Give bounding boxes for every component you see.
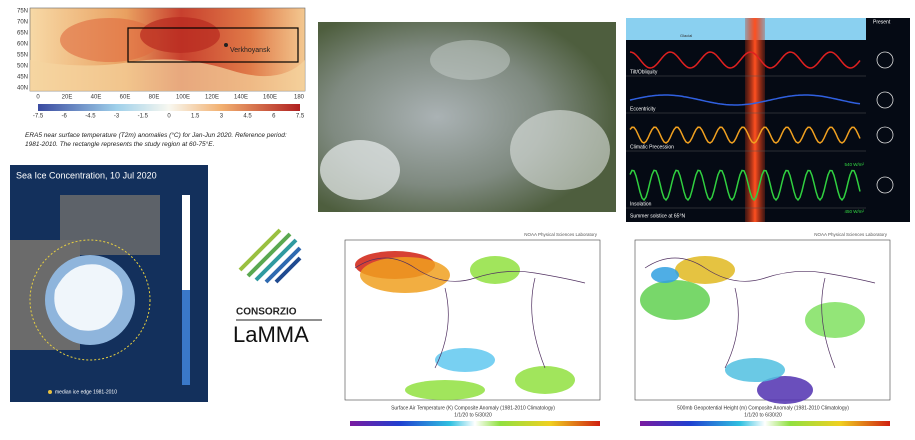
lon-label: 0: [36, 95, 40, 101]
row-label: Eccentricity: [630, 106, 656, 112]
sea-ice: [54, 264, 123, 331]
milankovitch-panel: Present Glacial Tilt/Obliquity Eccentrici…: [626, 18, 910, 222]
map-title: Surface Air Temperature (K) Composite An…: [391, 405, 555, 411]
insolation-note: Summer solstice at 65°N: [630, 213, 685, 219]
colorbar-label: -7.5: [33, 114, 44, 120]
place-label: Verkhoyansk: [230, 47, 271, 54]
lon-label: 40E: [91, 95, 102, 101]
sea-ice-panel: Sea Ice Concentration, 10 Jul 2020 media…: [10, 165, 208, 402]
lon-label: 100E: [176, 95, 190, 101]
row-label: Tilt/Obliquity: [630, 69, 658, 75]
anomaly-region: [405, 380, 485, 400]
colorbar-label: -3: [114, 114, 120, 120]
satellite-image: [318, 22, 616, 212]
caption-line: ERA5 near surface temperature (T2m) anom…: [25, 131, 288, 139]
lat-label: 65N: [17, 31, 28, 37]
colorbar-label: 3: [220, 114, 224, 120]
map-title: 500mb Geopotential Height (m) Composite …: [677, 405, 849, 411]
lat-label: 40N: [17, 86, 28, 92]
orbit-icon: [876, 176, 894, 194]
land: [60, 195, 160, 255]
present-label: Present: [873, 19, 891, 25]
study-region: [127, 27, 299, 63]
lon-label: 160E: [263, 95, 277, 101]
colorbar-label: -4.5: [85, 114, 96, 120]
orbit-icon: [876, 91, 894, 109]
anomaly-region: [725, 358, 785, 382]
panel-title: Sea Ice Concentration, 10 Jul 2020: [16, 170, 157, 180]
colorbar-label: 1.5: [191, 114, 200, 120]
colorbar-label: -1.5: [138, 114, 149, 120]
cloud: [320, 140, 400, 200]
coastline: [644, 257, 876, 369]
colorbar-label: 6: [272, 114, 276, 120]
anomaly-region: [470, 256, 520, 284]
curve: [629, 126, 861, 144]
anomaly-region: [360, 257, 450, 293]
colorbar-label: 4.5: [243, 114, 252, 120]
caption-line: 1981-2010. The rectangle represents the …: [25, 140, 215, 148]
cloud: [430, 40, 510, 80]
anomaly-region: [651, 267, 679, 283]
lon-label: 60E: [120, 95, 131, 101]
lat-label: 60N: [17, 42, 28, 48]
curve: [629, 51, 861, 69]
lat-label: 75N: [17, 9, 28, 15]
anomaly-region: [640, 280, 710, 320]
colorbar: [350, 421, 600, 426]
anomaly-maps: NOAA Physical Sciences Laboratory Surface…: [344, 232, 891, 426]
panel-bg: [626, 18, 910, 222]
legend-marker: [48, 390, 52, 394]
lon-label: 80E: [149, 95, 160, 101]
scale-label: 540 W/m²: [844, 162, 864, 167]
anomaly-region: [805, 302, 865, 338]
anomaly: [140, 17, 220, 53]
place-marker: [224, 43, 228, 47]
curve: [629, 169, 861, 202]
colorbar: [38, 104, 300, 111]
map-period: 1/1/20 to 6/30/20: [744, 412, 782, 418]
cloud: [510, 110, 610, 190]
lon-label: 20E: [62, 95, 73, 101]
coastline: [354, 257, 586, 369]
anomaly-region: [515, 366, 575, 394]
lat-label: 70N: [17, 20, 28, 26]
logo-line1: CONSORZIO: [236, 307, 297, 318]
caption: ERA5 near surface temperature (T2m) anom…: [25, 131, 288, 148]
highlight-band: [745, 18, 765, 222]
lat-label: 45N: [17, 75, 28, 81]
era-label: Glacial: [680, 33, 692, 38]
map-header: NOAA Physical Sciences Laboratory: [814, 232, 888, 237]
logo: CONSORZIO LaMMA: [233, 228, 322, 347]
colorbar-label: 7.5: [296, 114, 305, 120]
anomaly-region: [435, 348, 495, 372]
row-label: Insolation: [630, 201, 652, 207]
anomaly: [60, 18, 160, 62]
colorbar-label: 0: [167, 114, 171, 120]
temperature-map: Verkhoyansk ERA5 near surface temperatur…: [17, 7, 306, 148]
lon-label: 120E: [205, 95, 219, 101]
legend-text: median ice edge 1981-2010: [55, 389, 117, 395]
lat-label: 50N: [17, 64, 28, 70]
map-header: NOAA Physical Sciences Laboratory: [524, 232, 598, 237]
anomaly-region: [757, 376, 813, 404]
row-label: Climatic Precession: [630, 144, 674, 150]
lon-label: 140E: [234, 95, 248, 101]
lon-label: 180: [294, 95, 305, 101]
ice-colorbar: [182, 290, 190, 385]
colorbar-label: -6: [62, 114, 68, 120]
colorbar: [640, 421, 890, 426]
orbit-icon: [876, 51, 894, 69]
logo-line2: LaMMA: [233, 322, 309, 347]
lat-label: 55N: [17, 53, 28, 59]
logo-mark: [238, 228, 302, 284]
scale-label: 450 W/m²: [844, 209, 864, 214]
orbit-icon: [876, 126, 894, 144]
median-edge: [29, 239, 151, 361]
anomaly-region: [675, 256, 735, 284]
map-period: 1/1/20 to 5/30/20: [454, 412, 492, 418]
curve: [629, 94, 861, 106]
land: [30, 59, 305, 91]
